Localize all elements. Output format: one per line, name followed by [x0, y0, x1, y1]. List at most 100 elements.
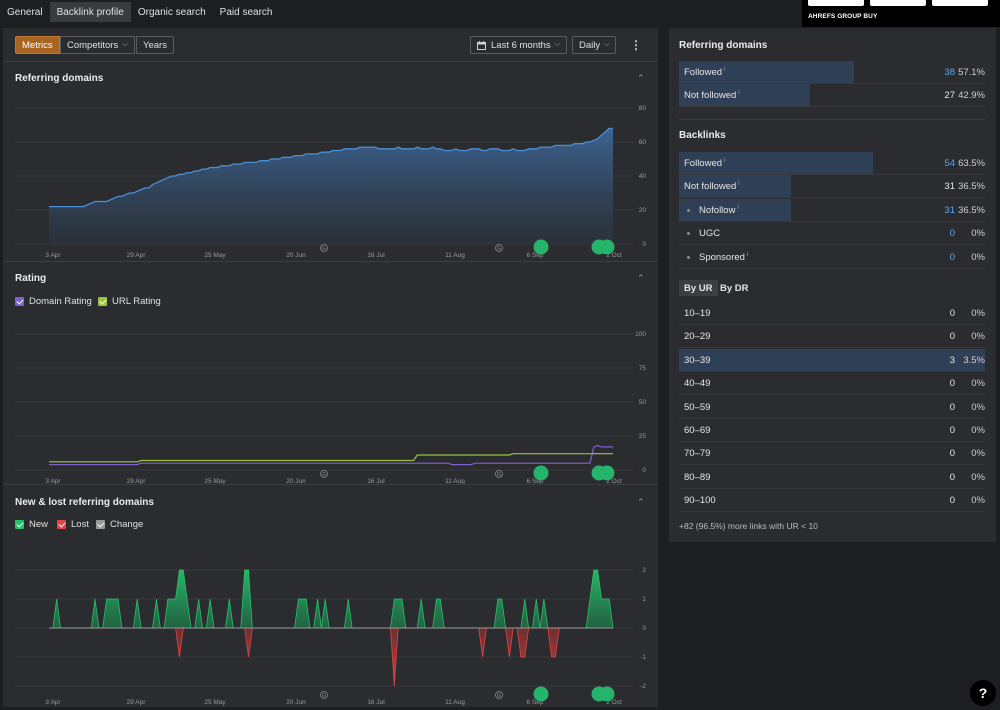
- ur-range-row[interactable]: 40–49 0 0%: [679, 372, 985, 396]
- help-button[interactable]: ?: [970, 680, 996, 706]
- tab-backlink-profile[interactable]: Backlink profile: [49, 2, 131, 22]
- info-icon[interactable]: i: [746, 251, 749, 258]
- y-tick-label: 100: [635, 331, 646, 338]
- row-value: 27: [944, 90, 955, 102]
- legend-url-rating[interactable]: URL Rating: [98, 296, 161, 307]
- legend-lost[interactable]: Lost: [57, 519, 89, 530]
- competitors-dropdown[interactable]: Competitors ⌵: [60, 36, 135, 54]
- google-update-icon: [320, 470, 328, 478]
- annotation-marker: [533, 686, 549, 702]
- x-tick-label: 2 Oct: [606, 699, 622, 706]
- row-label: Sponsored i: [699, 252, 748, 263]
- ur-range-row[interactable]: 10–19 0 0%: [679, 302, 985, 325]
- ur-range-row[interactable]: 50–59 0 0%: [679, 396, 985, 419]
- row-label: 80–89: [684, 472, 710, 483]
- x-tick-label: 25 May: [204, 252, 226, 259]
- y-tick-label: 80: [639, 105, 647, 112]
- legend-domain-rating[interactable]: Domain Rating: [15, 296, 92, 307]
- referring-domains-area: [49, 128, 613, 244]
- row-label-text: Nofollow: [699, 204, 736, 216]
- new-lost-title: New & lost referring domains: [15, 497, 154, 508]
- referring-domains-row[interactable]: Not followed i 27 42.9%: [679, 84, 985, 108]
- referring-domains-chart: 80 60 40 20 0 3 Apr 29 Apr 25 May 20 Jun 16 Jul 11…: [15, 105, 647, 259]
- info-icon[interactable]: i: [738, 90, 740, 97]
- legend-new[interactable]: New: [15, 519, 48, 530]
- row-percent: 63.5%: [958, 158, 985, 169]
- promo-chip[interactable]: [932, 0, 988, 6]
- collapse-icon[interactable]: ⌃: [637, 497, 645, 507]
- ur-range-row[interactable]: 80–89 0 0%: [679, 466, 985, 489]
- promo-chip[interactable]: [870, 0, 926, 6]
- share-bar: [679, 84, 811, 107]
- y-tick-label: 0: [642, 625, 646, 632]
- checkbox-icon: [15, 297, 24, 306]
- backlinks-row[interactable]: Sponsored i 0 0%: [679, 246, 985, 269]
- new-lost-chart: 2 1 0 -1 -2 3 Apr 29 Apr 25 May 20 Jun 16 Jul 11 A…: [15, 567, 646, 706]
- y-tick-label: 40: [639, 173, 647, 180]
- x-tick-label: 29 Apr: [127, 699, 147, 706]
- x-tick-label: 6 Sep: [527, 478, 544, 484]
- ur-range-row[interactable]: 20–29 0 0%: [679, 325, 985, 349]
- promo-chip[interactable]: [808, 0, 864, 6]
- google-update-icon: G: [497, 472, 501, 478]
- row-value[interactable]: 54: [944, 158, 955, 169]
- backlinks-row[interactable]: Nofollow i 31 36.5%: [679, 198, 985, 222]
- info-icon[interactable]: i: [724, 158, 726, 164]
- ur-range-row[interactable]: 30–39 3 3.5%: [679, 348, 985, 372]
- google-update-icon: G: [322, 693, 326, 699]
- by-ur-toggle[interactable]: By UR: [679, 280, 718, 296]
- row-label-text: 20–29: [684, 331, 711, 343]
- legend-label: Domain Rating: [29, 296, 92, 307]
- row-value[interactable]: 0: [949, 251, 955, 263]
- share-bar: [679, 175, 791, 198]
- y-tick-label: 2: [642, 567, 646, 574]
- row-percent: 0%: [971, 471, 985, 483]
- row-label-text: 60–69: [684, 425, 711, 436]
- annotation-marker: [599, 465, 615, 481]
- years-button[interactable]: Years: [136, 36, 174, 54]
- tab-organic-search[interactable]: Organic search: [137, 6, 206, 18]
- row-label: UGC: [699, 228, 720, 239]
- ur-range-row[interactable]: 60–69 0 0%: [679, 419, 985, 442]
- legend-change[interactable]: Change: [96, 519, 143, 530]
- x-tick-label: 11 Aug: [445, 478, 465, 484]
- tab-paid-search[interactable]: Paid search: [219, 6, 273, 18]
- info-icon[interactable]: i: [738, 181, 740, 188]
- backlinks-row[interactable]: Not followed i 31 36.5%: [679, 175, 985, 199]
- y-tick-label: 20: [639, 207, 647, 214]
- interval-dropdown[interactable]: Daily ⌵: [572, 36, 617, 54]
- row-label-text: 80–89: [684, 471, 711, 483]
- row-label: Not followed i: [684, 90, 740, 101]
- info-icon[interactable]: i: [724, 67, 726, 73]
- x-tick-label: 20 Jun: [286, 478, 306, 484]
- row-label-text: Followed: [684, 158, 723, 170]
- row-value[interactable]: 0: [949, 228, 955, 240]
- y-tick-label: 1: [642, 596, 646, 603]
- domain-rating-line: [49, 444, 613, 466]
- interval-label: Daily: [579, 39, 601, 51]
- rating-chart: 100 75 50 25 0 3 Apr 29 Apr 25 May 20 Jun 16 Jul 1…: [15, 331, 647, 484]
- ur-range-row[interactable]: 70–79 0 0%: [679, 442, 985, 466]
- referring-domains-row[interactable]: Followed i 38 57.1%: [679, 61, 985, 84]
- x-tick-label: 6 Sep: [527, 699, 544, 706]
- collapse-icon[interactable]: ⌃: [637, 73, 645, 83]
- ur-range-row[interactable]: 90–100 0 0%: [679, 489, 985, 513]
- divider: [679, 119, 985, 120]
- x-tick-label: 20 Jun: [286, 252, 306, 259]
- row-value[interactable]: 38: [944, 67, 955, 78]
- y-tick-label: 60: [639, 139, 647, 146]
- backlinks-row[interactable]: UGC 0 0%: [679, 222, 985, 246]
- more-options-icon[interactable]: ⋮: [630, 38, 642, 52]
- row-percent: 0%: [971, 228, 985, 240]
- date-range-dropdown[interactable]: Last 6 months ⌵: [470, 36, 567, 54]
- metrics-button[interactable]: Metrics: [15, 36, 60, 54]
- y-tick-label: 50: [639, 399, 647, 406]
- backlinks-row[interactable]: Followed i 54 63.5%: [679, 152, 985, 175]
- row-value[interactable]: 31: [944, 204, 955, 216]
- by-dr-toggle[interactable]: By DR: [720, 282, 749, 294]
- collapse-icon[interactable]: ⌃: [637, 273, 645, 283]
- tab-general[interactable]: General: [7, 6, 43, 18]
- annotation-marker: [599, 686, 615, 702]
- info-icon[interactable]: i: [737, 204, 739, 211]
- google-update-icon: [320, 244, 328, 252]
